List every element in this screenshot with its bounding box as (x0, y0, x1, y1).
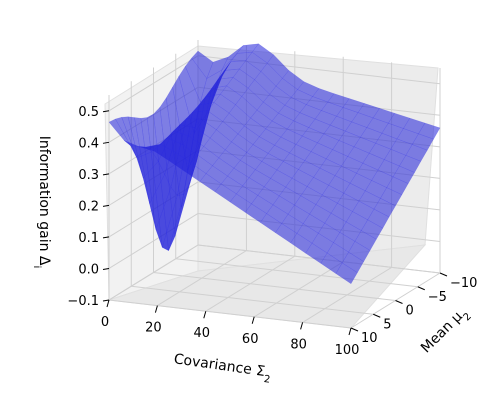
y-tick-mark (439, 272, 448, 277)
x-tick-mark (203, 311, 207, 319)
x-tick-mark (300, 322, 304, 330)
x-axis-label: Covariance Σ2 (172, 351, 272, 385)
x-tick-mark (348, 327, 352, 336)
z-tick-mark (102, 299, 110, 302)
x-tick-mark (154, 305, 158, 313)
z-axis: −0.1 0.0 0.1 0.2 0.3 0.4 0.5 (67, 105, 110, 309)
z-axis-label: Information gain Δi (32, 136, 53, 269)
z-tick-mark (102, 110, 110, 113)
x-axis: 0 20 40 60 80 100 (101, 299, 360, 358)
grid-floor-y (153, 272, 396, 301)
x-tick-label: 60 (242, 332, 259, 347)
y-tick-label: 5 (383, 317, 391, 332)
z-tick-label: 0.4 (78, 136, 99, 151)
z-tick-label: 0.1 (78, 231, 99, 246)
y-tick-mark (373, 313, 381, 318)
x-tick-label: 100 (335, 343, 360, 358)
grid-floor-y (175, 258, 418, 288)
y-tick-label: 0 (406, 304, 414, 319)
x-tick-label: 40 (194, 326, 211, 341)
surface-facet (335, 262, 358, 285)
z-tick-label: −0.1 (67, 294, 99, 309)
grid-side-z (108, 55, 199, 112)
x-tick-mark (106, 299, 110, 308)
y-tick-mark (350, 327, 359, 332)
grid-floor-y (108, 299, 352, 329)
x-tick-label: 0 (101, 315, 109, 330)
y-axis: −10−5 05 10 (350, 272, 477, 346)
z-tick-label: 0.0 (78, 262, 99, 277)
grid-side-z (108, 244, 199, 301)
y-axis-label: Mean μ2 (418, 304, 473, 359)
x-tick-mark (251, 316, 255, 324)
surface-mesh (108, 43, 441, 285)
y-tick-mark (395, 300, 403, 304)
z-tick-label: 0.5 (78, 105, 99, 120)
grid-floor-y (131, 285, 374, 315)
z-tick-label: 0.3 (78, 168, 99, 183)
y-tick-mark (417, 286, 425, 291)
x-tick-label: 80 (290, 337, 307, 352)
x-tick-label: 20 (145, 321, 162, 336)
z-tick-mark (102, 204, 110, 207)
grid-side-z (108, 213, 199, 269)
z-tick-mark (102, 267, 110, 270)
z-tick-mark (102, 236, 110, 239)
y-tick-label: −10 (450, 276, 477, 291)
y-tick-label: −5 (428, 290, 447, 305)
z-tick-mark (102, 141, 110, 144)
z-tick-mark (102, 173, 110, 176)
y-tick-label: 10 (361, 331, 378, 346)
z-tick-label: 0.2 (78, 199, 99, 214)
